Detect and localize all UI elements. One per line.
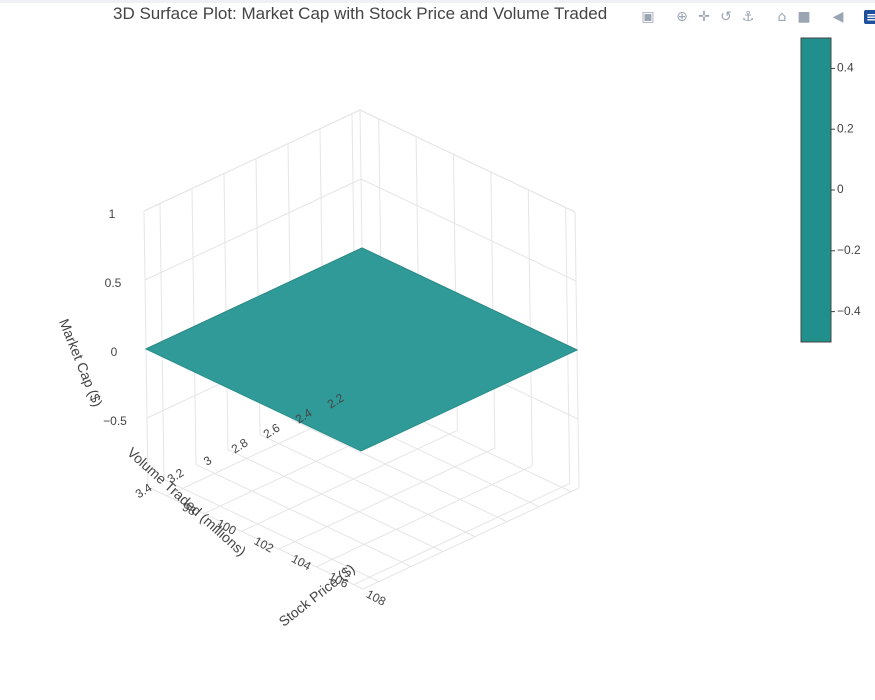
x-tick-label: 98 (180, 500, 199, 519)
x-tick-label: 108 (364, 587, 389, 609)
reset-camera-icon[interactable]: ■ (797, 9, 811, 25)
grid-line (241, 429, 458, 532)
y-tick-label: 2.6 (261, 420, 283, 441)
x-tick-label: 102 (252, 534, 277, 556)
x-axis-title: Stock Price ($) (276, 560, 358, 629)
grid-line (291, 419, 508, 523)
colorbar-fill (800, 37, 832, 343)
grid-line (195, 464, 412, 568)
hover-toggle-icon[interactable]: ◀ (832, 9, 844, 25)
home-icon[interactable]: ⌂ (777, 9, 787, 25)
top-border (0, 0, 875, 3)
modebar: ▣ ⊕ ✛ ↺ ⚓ ⌂ ■ ◀ ≡ (640, 6, 875, 28)
chart-title: 3D Surface Plot: Market Cap with Stock P… (113, 4, 608, 23)
colorbar-tick-label: 0 (837, 182, 844, 196)
y-tick-label: 3 (201, 453, 214, 469)
colorbar-tick-label: −0.4 (837, 304, 861, 318)
z-tick-label: 1 (109, 207, 116, 221)
z-tick-label: −0.5 (103, 414, 127, 428)
grid-line (144, 178, 362, 281)
plotly-logo-icon[interactable]: ≡ (864, 10, 875, 24)
colorbar-tick-label: 0.2 (837, 121, 854, 135)
colorbar-tick-label: 0.4 (837, 61, 854, 75)
y-tick-label: 2.8 (229, 435, 251, 456)
box-edge (362, 487, 580, 590)
grid-line (360, 178, 577, 282)
orbit-rotate-icon[interactable]: ↺ (720, 9, 732, 25)
grid-line (278, 447, 496, 550)
box-edge (359, 109, 576, 213)
camera-icon[interactable]: ▣ (641, 9, 655, 25)
grid-line (316, 465, 533, 568)
x-tick-label: 104 (289, 551, 314, 573)
pan-icon[interactable]: ✛ (698, 9, 710, 25)
box-edge (143, 109, 361, 212)
colorbar: 0.4 0.2 0 −0.2 −0.4 (800, 37, 861, 343)
grid-line (353, 483, 570, 586)
surface-mesh (144, 247, 579, 452)
grid-line (163, 479, 380, 582)
y-tick-label: 3.4 (133, 480, 155, 501)
grid-line (259, 434, 476, 538)
colorbar-tick-label: −0.2 (837, 243, 861, 257)
z-tick-label: 0 (111, 345, 118, 359)
turntable-rotate-icon[interactable]: ⚓ (741, 9, 755, 25)
surface-layer (144, 247, 579, 452)
z-axis-title: Market Cap ($) (56, 316, 106, 409)
z-tick-label: 0.5 (105, 276, 122, 290)
box-edge (147, 486, 364, 590)
zoom-icon[interactable]: ⊕ (676, 9, 688, 25)
grid-line (227, 449, 444, 553)
